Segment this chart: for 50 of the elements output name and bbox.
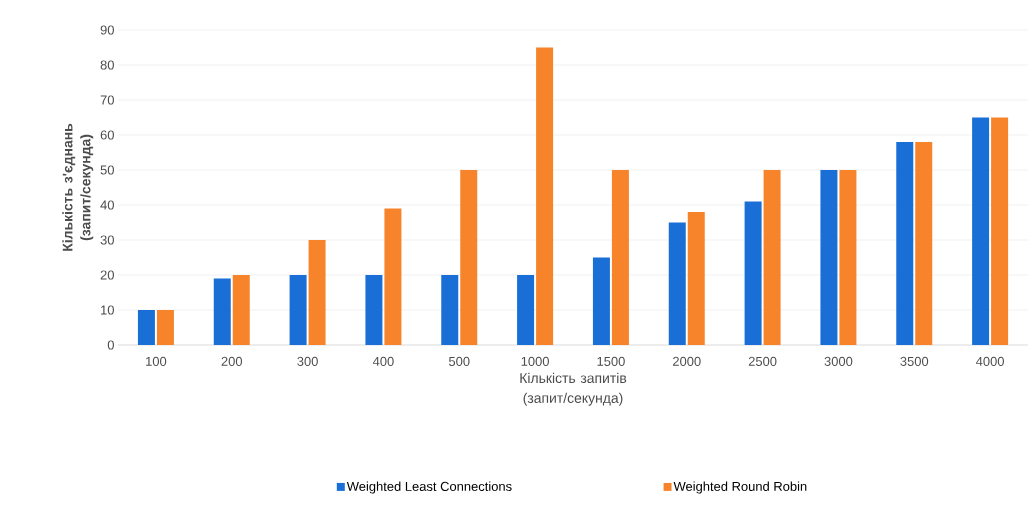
- x-tick-label: 1500: [597, 356, 625, 366]
- x-tick-label: 400: [372, 356, 394, 366]
- y-tick-label: 40: [100, 200, 114, 210]
- x-tick-label: 2500: [748, 356, 777, 366]
- bar: [611, 170, 629, 345]
- bar: [156, 310, 174, 345]
- y-tick-label: 60: [100, 130, 114, 140]
- bar: [460, 170, 478, 345]
- bar: [839, 170, 857, 345]
- bar: [441, 275, 459, 345]
- x-tick-label: 500: [448, 356, 470, 366]
- x-tick-label: 3500: [900, 356, 929, 366]
- bar: [536, 47, 554, 345]
- y-tick-label: 10: [101, 305, 114, 315]
- bar: [308, 240, 326, 345]
- y-tick-label: 70: [100, 95, 114, 105]
- x-tick-label: 1000: [521, 356, 549, 366]
- legend-label: Weighted Round Robin: [673, 481, 807, 494]
- bar: [517, 275, 535, 345]
- legend-label: Weighted Least Connections: [346, 481, 512, 494]
- bar: [384, 208, 402, 345]
- y-tick-label: 30: [100, 235, 114, 245]
- x-tick-label: 200: [221, 356, 243, 366]
- y-tick-label: 50: [100, 165, 114, 175]
- x-tick-label: 100: [146, 356, 167, 366]
- bar: [687, 212, 705, 345]
- bar: [289, 275, 307, 345]
- bar: [137, 310, 155, 345]
- bar: [213, 278, 231, 345]
- x-tick-label: 2000: [673, 356, 701, 366]
- x-tick-label: 4000: [975, 356, 1004, 366]
- bar: [232, 275, 250, 345]
- x-axis-title: Кількість запитів (запит/секунда): [520, 372, 627, 406]
- bar: [592, 257, 610, 345]
- bar: [763, 170, 781, 345]
- y-axis-title: Кількість з'єднань (запит/секунда): [62, 123, 94, 251]
- x-tick-label: 300: [297, 356, 318, 366]
- bar: [820, 170, 838, 345]
- bar: [915, 142, 933, 345]
- y-tick-label: 0: [107, 340, 114, 350]
- bar: [744, 201, 762, 345]
- bar: [365, 275, 383, 345]
- bar: [972, 117, 990, 345]
- bar: [668, 222, 686, 345]
- x-tick-label: 3000: [824, 356, 853, 366]
- y-tick-label: 90: [100, 25, 114, 35]
- y-tick-label: 80: [100, 60, 114, 70]
- y-tick-label: 20: [100, 270, 114, 280]
- bar: [991, 117, 1009, 345]
- bar: [896, 142, 914, 345]
